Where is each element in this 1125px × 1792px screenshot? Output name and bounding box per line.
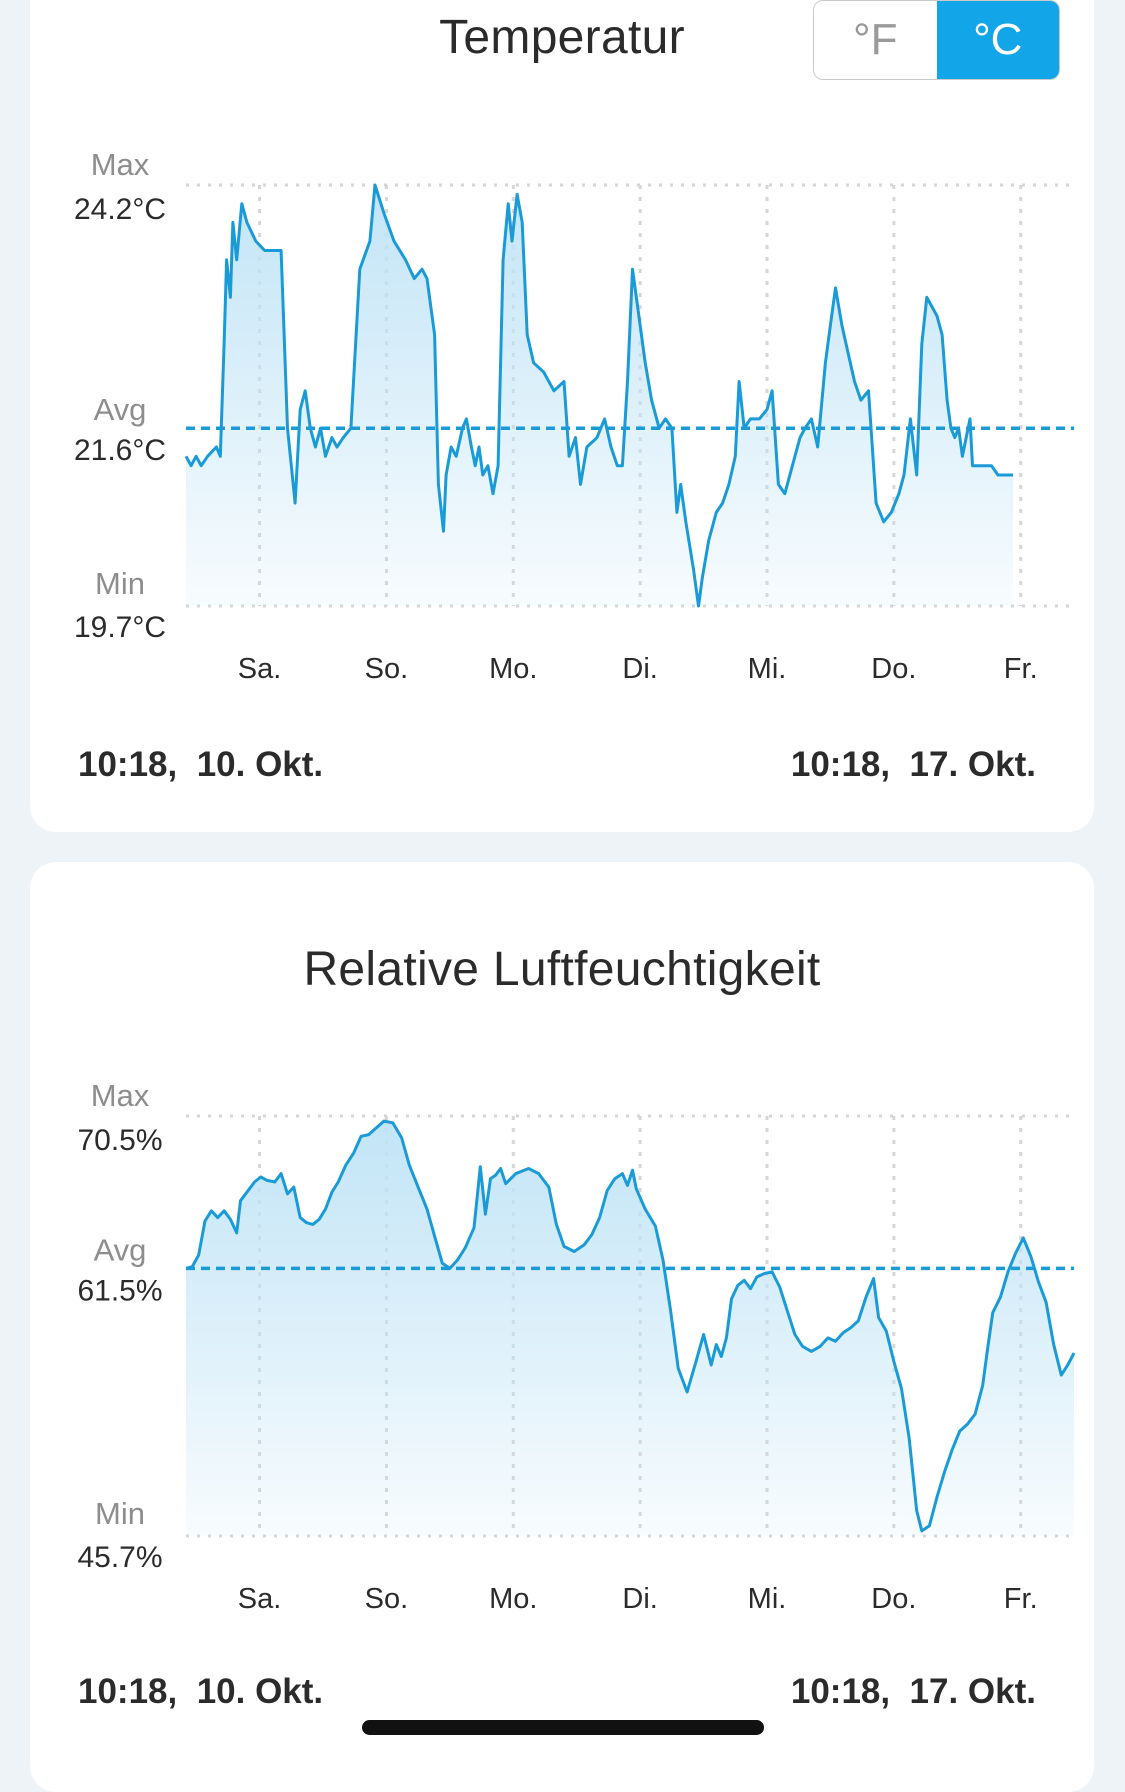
temperature-range-end: 10:18, 17. Okt. [790, 745, 1036, 784]
x-tick-label: Mo. [489, 1583, 537, 1615]
avg-label: Avg [94, 1232, 147, 1267]
temperature-chart: Max 24.2°C Avg 21.6°C Min 19.7°C Sa. So. Mo. Di. M… [74, 147, 1074, 685]
max-value: 24.2°C [74, 193, 166, 226]
series-line [185, 1119, 1076, 1533]
x-tick-label: Mo. [489, 653, 537, 685]
temperature-title: Temperatur [439, 11, 685, 64]
x-tick-label: Do. [871, 653, 916, 685]
home-indicator [362, 1720, 764, 1735]
x-tick-label: Fr. [1004, 653, 1038, 685]
temperature-card: Temperatur °F °C Max 24.2°C Avg 21.6°C Min 19… [30, 0, 1094, 832]
celsius-button[interactable]: °C [936, 1, 1059, 79]
series-line [184, 183, 1014, 608]
humidity-title: Relative Luftfeuchtigkeit [303, 943, 821, 996]
max-label: Max [91, 147, 150, 182]
x-tick-label: Mi. [748, 1583, 787, 1615]
max-value: 70.5% [77, 1124, 162, 1157]
x-tick-label: Mi. [748, 653, 787, 685]
avg-value: 21.6°C [74, 434, 166, 467]
temperature-range-start: 10:18, 10. Okt. [78, 745, 324, 784]
min-value: 45.7% [77, 1541, 162, 1574]
x-tick-label: Fr. [1004, 1583, 1038, 1615]
min-label: Min [95, 1496, 145, 1531]
humidity-range-start: 10:18, 10. Okt. [78, 1672, 324, 1711]
x-tick-label: Di. [622, 1583, 657, 1615]
x-tick-label: Sa. [238, 1583, 282, 1615]
max-label: Max [91, 1078, 150, 1113]
x-tick-label: Sa. [238, 653, 282, 685]
x-tick-label: So. [365, 653, 409, 685]
avg-label: Avg [94, 392, 147, 427]
x-tick-label: So. [365, 1583, 409, 1615]
x-tick-label: Di. [622, 653, 657, 685]
avg-value: 61.5% [77, 1274, 162, 1307]
humidity-chart: Max 70.5% Avg 61.5% Min 45.7% Sa. So. Mo. Di. Mi. D… [77, 1078, 1076, 1615]
min-label: Min [95, 566, 145, 601]
humidity-range-end: 10:18, 17. Okt. [790, 1672, 1036, 1711]
x-tick-label: Do. [871, 1583, 916, 1615]
series-area [186, 1121, 1074, 1536]
min-value: 19.7°C [74, 611, 166, 644]
fahrenheit-button[interactable]: °F [814, 1, 937, 79]
unit-toggle[interactable]: °F °C [813, 0, 1060, 80]
humidity-card: Relative Luftfeuchtigkeit Max 70.5% Avg 61.… [30, 862, 1094, 1792]
series-area [186, 185, 1014, 606]
